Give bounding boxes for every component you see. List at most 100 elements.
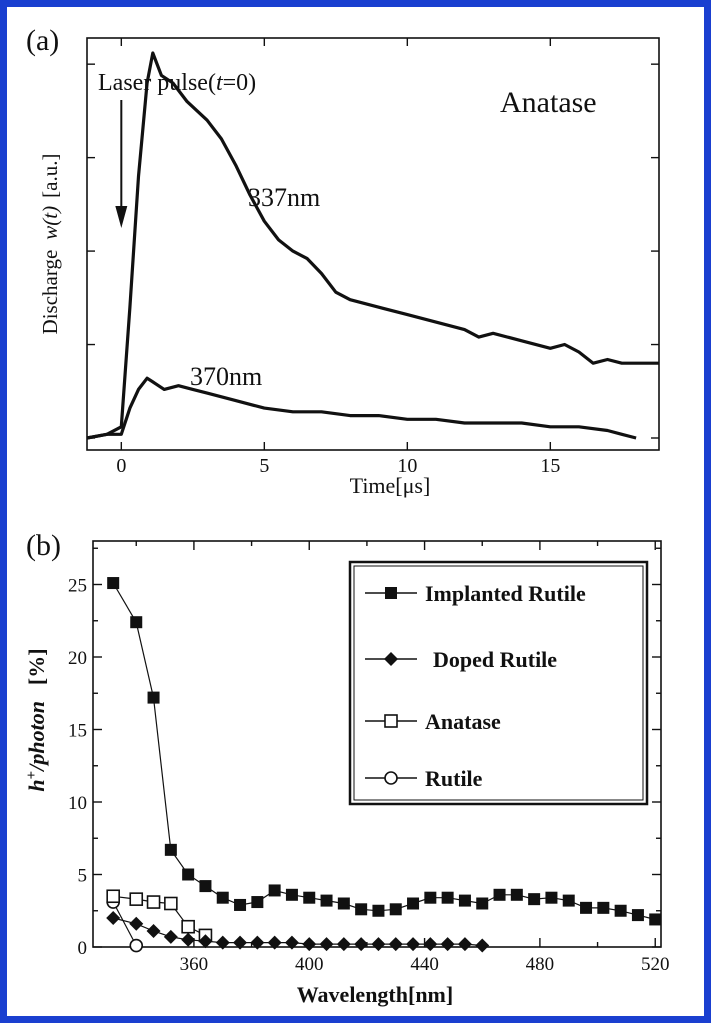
data-point [233, 935, 248, 950]
y-label-prefix: Discharge [38, 250, 62, 335]
data-point [303, 891, 316, 904]
panel-b-series [106, 577, 662, 953]
legend-marker [385, 587, 397, 599]
panel-a-y-ticks [87, 63, 659, 439]
data-point [441, 891, 454, 904]
legend-entry: Doped Rutile [365, 647, 557, 672]
data-point [406, 937, 421, 952]
data-point [181, 919, 195, 934]
data-point [528, 893, 541, 906]
legend-label: Anatase [425, 709, 501, 734]
data-point [388, 937, 403, 952]
data-point [147, 691, 160, 704]
data-point [493, 888, 506, 901]
data-point [562, 894, 575, 907]
x-tick-label: 5 [259, 455, 269, 477]
y-tick-label: 25 [68, 576, 87, 597]
x-tick-label: 480 [526, 954, 555, 975]
panel-a-discharge-chart: (a) 0 5 10 15 Time[μs] Dischargew(t)[a.u.] … [26, 24, 660, 498]
data-point [250, 935, 265, 950]
y-label-rest: /photon [24, 701, 49, 773]
legend-marker [384, 714, 398, 728]
data-point [268, 884, 281, 897]
data-point [649, 913, 662, 926]
data-point [284, 935, 299, 950]
x-tick-label: 10 [397, 455, 417, 477]
legend-box [348, 560, 649, 806]
legend-label: Doped Rutile [433, 647, 557, 672]
y-tick-label: 5 [78, 866, 88, 887]
data-point [285, 888, 298, 901]
panel-b-x-ticks: 360 400 440 480 520 [135, 541, 670, 975]
panel-a-series [86, 51, 659, 440]
panel-a-x-ticks: 0 5 10 15 [116, 38, 560, 477]
panel-a-x-axis-label: Time[μs] [350, 473, 431, 498]
data-point [199, 880, 212, 893]
data-point [130, 616, 143, 629]
data-point [389, 903, 402, 916]
series-implanted-rutile [107, 577, 662, 926]
panel-b-label: (b) [26, 529, 61, 562]
series-line-337nm [86, 51, 659, 440]
series-anatase [106, 889, 213, 943]
data-point [475, 938, 490, 953]
y-tick-label: 15 [68, 721, 87, 742]
data-point [407, 897, 420, 910]
data-point [107, 577, 120, 590]
data-point [458, 894, 471, 907]
data-point [181, 932, 196, 947]
x-tick-label: 400 [295, 954, 324, 975]
data-point [354, 937, 369, 952]
x-tick-label: 360 [180, 954, 209, 975]
pulse-suffix: =0) [223, 70, 257, 96]
data-point [216, 891, 229, 904]
data-point [129, 938, 144, 953]
data-point [106, 889, 120, 904]
pulse-var: t [216, 70, 224, 96]
data-point [106, 911, 121, 925]
data-point [182, 868, 195, 881]
data-point [631, 909, 644, 922]
x-tick-label: 15 [540, 455, 560, 477]
data-point [163, 929, 178, 944]
y-label-unit: [a.u.] [38, 154, 62, 198]
data-point [510, 888, 523, 901]
data-point [320, 894, 333, 907]
data-point [337, 897, 350, 910]
panel-b-y-ticks: 0 5 10 15 20 25 [68, 547, 661, 959]
y-tick-label: 20 [68, 648, 87, 669]
data-point [215, 935, 230, 950]
data-point [597, 901, 610, 914]
data-point [457, 937, 472, 952]
series-label-370nm: 370nm [190, 362, 262, 391]
data-point [234, 898, 247, 911]
series-doped-rutile [106, 911, 490, 953]
data-point [129, 892, 144, 906]
x-tick-label: 440 [410, 954, 439, 975]
data-point [251, 896, 264, 909]
data-point [440, 937, 455, 952]
legend-label: Rutile [425, 766, 483, 791]
data-point [302, 937, 317, 952]
legend-entry: Rutile [365, 766, 483, 791]
data-point [267, 935, 282, 950]
data-point [371, 937, 386, 952]
data-point [198, 934, 213, 949]
data-point [614, 904, 627, 917]
legend-entry: Implanted Rutile [365, 581, 586, 606]
series-line [112, 901, 137, 946]
data-point [476, 897, 489, 910]
series-label-337nm: 337nm [248, 183, 320, 212]
data-point [129, 916, 144, 931]
legend-inner-border [353, 565, 644, 801]
data-point [423, 937, 438, 952]
data-point [580, 901, 593, 914]
pulse-prefix: Laser pulse( [98, 70, 216, 96]
x-tick-label: 520 [641, 954, 670, 975]
laser-pulse-annotation: Laser pulse(t=0) [98, 70, 256, 96]
legend-entry: Anatase [365, 709, 501, 734]
panel-b-x-axis-label: Wavelength[nm] [297, 982, 453, 1007]
data-point [164, 896, 178, 911]
arrow-head [115, 206, 128, 228]
